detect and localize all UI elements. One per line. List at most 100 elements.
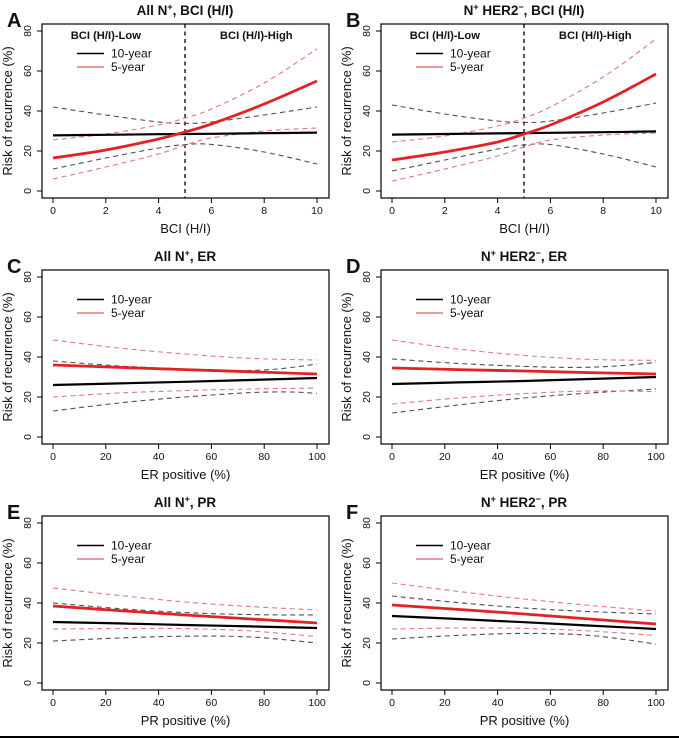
y-tick-label: 80: [361, 271, 373, 283]
y-tick-label: 40: [361, 597, 373, 609]
x-tick-label: 6: [208, 205, 214, 217]
series-line-5-year: [391, 72, 657, 162]
x-tick-label: 8: [261, 205, 267, 217]
ci-line-10-year-ci-lower: [52, 635, 318, 644]
x-tick-label: 10: [650, 205, 662, 217]
legend-item: 10-year: [77, 293, 152, 307]
x-tick-label: 0: [50, 451, 56, 463]
series-line-5-year: [391, 603, 657, 626]
ci-line-10-year-ci-upper: [391, 102, 657, 123]
ci-line-10-year-ci-upper: [391, 595, 657, 615]
x-tick-label: 20: [439, 451, 451, 463]
y-axis-label: Risk of recurrence (%): [339, 46, 354, 175]
y-tick-label: 20: [361, 145, 373, 157]
y-tick-label: 60: [361, 557, 373, 569]
y-tick-label: 60: [22, 65, 34, 77]
y-axis-label: Risk of recurrence (%): [339, 292, 354, 421]
x-tick-label: 80: [597, 697, 609, 709]
y-tick-label: 60: [22, 311, 34, 323]
legend-item: 5-year: [416, 552, 484, 566]
y-tick-label: 40: [361, 351, 373, 363]
series-line-5-year: [52, 363, 318, 376]
x-tick-label: 20: [100, 697, 112, 709]
series-line-10-year: [52, 131, 318, 137]
region-label: BCI (H/I)-High: [559, 30, 632, 42]
x-tick-label: 100: [308, 697, 326, 709]
panel-letter: B: [346, 10, 360, 32]
y-tick-label: 80: [361, 25, 373, 37]
plot-box: [41, 515, 330, 691]
legend-label: 5-year: [111, 60, 145, 74]
series-line-5-year: [52, 604, 318, 625]
x-tick-label: 80: [258, 451, 270, 463]
x-tick-label: 4: [156, 205, 162, 217]
legend-item: 10-year: [416, 293, 491, 307]
panel-d: D N+ HER2−, ER 0 20 40 60 80 100 0 20 40 60 80 ER pos…: [339, 246, 679, 492]
ci-line-5-year-ci-upper: [391, 339, 657, 361]
chart-title: All N+, ER: [154, 248, 217, 264]
y-tick-label: 20: [361, 637, 373, 649]
ci-line-10-year-ci-lower: [391, 388, 657, 414]
legend-label: 10-year: [450, 47, 491, 61]
x-tick-label: 20: [100, 451, 112, 463]
legend-label: 5-year: [111, 552, 145, 566]
panel-letter: D: [346, 256, 360, 278]
x-tick-label: 0: [50, 697, 56, 709]
chart-title: N+ HER2−, PR: [481, 494, 568, 510]
x-tick-label: 8: [600, 205, 606, 217]
legend-label: 5-year: [450, 60, 484, 74]
panel-f: F N+ HER2−, PR 0 20 40 60 80 100 0 20 40 60 80 PR pos…: [339, 492, 679, 738]
ci-line-5-year-ci-upper: [391, 582, 657, 612]
ci-line-10-year-ci-upper: [52, 602, 318, 616]
ci-line-5-year-ci-upper: [391, 38, 657, 143]
region-label: BCI (H/I)-High: [220, 30, 293, 42]
x-axis-label: BCI (H/I): [160, 221, 211, 236]
legend-item: 10-year: [77, 47, 152, 61]
legend-item: 5-year: [77, 306, 145, 320]
x-tick-label: 100: [308, 451, 326, 463]
x-tick-label: 60: [545, 697, 557, 709]
legend-item: 5-year: [416, 60, 484, 74]
y-tick-label: 0: [361, 188, 373, 194]
y-tick-label: 20: [22, 637, 34, 649]
y-tick-label: 80: [361, 517, 373, 529]
panel-letter: A: [7, 10, 21, 32]
x-axis-label: PR positive (%): [141, 713, 231, 728]
x-tick-label: 40: [492, 451, 504, 463]
legend-label: 5-year: [450, 552, 484, 566]
x-tick-label: 100: [647, 697, 665, 709]
plot-box: [380, 269, 669, 445]
ci-line-5-year-ci-lower: [52, 387, 318, 398]
ci-line-10-year-ci-upper: [391, 358, 657, 368]
ci-line-10-year-ci-upper: [52, 106, 318, 124]
legend-item: 10-year: [77, 539, 152, 553]
panel-d-chart: D N+ HER2−, ER 0 20 40 60 80 100 0 20 40 60 80 ER pos…: [339, 248, 669, 482]
x-axis-label: ER positive (%): [480, 467, 570, 482]
x-tick-label: 60: [206, 451, 218, 463]
legend-label: 10-year: [450, 539, 491, 553]
x-axis-label: PR positive (%): [480, 713, 570, 728]
panel-letter: C: [7, 256, 21, 278]
x-tick-label: 40: [153, 451, 165, 463]
y-tick-label: 40: [22, 597, 34, 609]
legend-label: 10-year: [111, 539, 152, 553]
y-tick-label: 0: [361, 434, 373, 440]
ci-line-5-year-ci-lower: [391, 132, 657, 182]
y-tick-label: 80: [22, 271, 34, 283]
series-line-5-year: [391, 366, 657, 376]
y-tick-label: 0: [22, 680, 34, 686]
legend-label: 10-year: [111, 47, 152, 61]
chart-title: All N+, PR: [154, 494, 217, 510]
region-label: BCI (H/I)-Low: [410, 30, 481, 42]
y-axis-label: Risk of recurrence (%): [0, 292, 15, 421]
y-axis-label: Risk of recurrence (%): [0, 538, 15, 667]
ci-line-10-year-ci-lower: [391, 632, 657, 645]
ci-line-5-year-ci-lower: [52, 127, 318, 180]
region-label: BCI (H/I)-Low: [71, 30, 142, 42]
legend-label: 5-year: [111, 306, 145, 320]
chart-title: N+ HER2−, BCI (H/I): [464, 2, 585, 18]
ci-line-10-year-ci-lower: [52, 391, 318, 412]
y-tick-label: 40: [361, 105, 373, 117]
